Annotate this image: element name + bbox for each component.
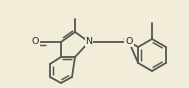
Text: O: O (125, 37, 133, 46)
Text: O: O (31, 37, 39, 46)
Text: N: N (85, 37, 92, 46)
